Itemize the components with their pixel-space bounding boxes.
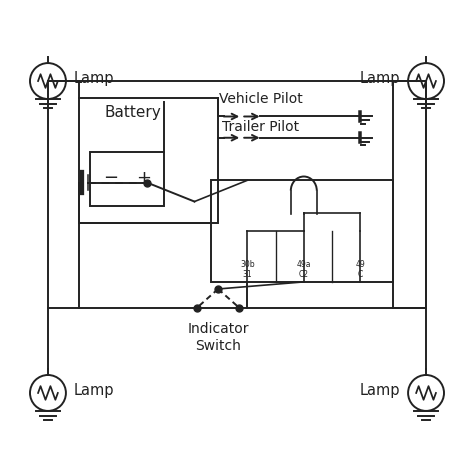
Bar [91, 152, 164, 206]
Text: Lamp: Lamp [360, 383, 400, 398]
Text: 49
C: 49 C [356, 260, 365, 279]
Text: Indicator
Switch: Indicator Switch [187, 322, 249, 354]
Text: +: + [136, 169, 151, 187]
Text: 30b
31: 30b 31 [240, 260, 255, 279]
Text: Battery: Battery [105, 105, 162, 120]
Text: Lamp: Lamp [360, 71, 400, 86]
Text: Trailer Pilot: Trailer Pilot [222, 120, 299, 135]
Text: −: − [103, 169, 118, 187]
Text: Lamp: Lamp [74, 71, 114, 86]
Text: 49a
C2: 49a C2 [297, 260, 311, 279]
Text: Vehicle Pilot: Vehicle Pilot [219, 92, 302, 106]
Text: Lamp: Lamp [74, 383, 114, 398]
Bar [79, 98, 218, 223]
Bar [211, 180, 393, 282]
